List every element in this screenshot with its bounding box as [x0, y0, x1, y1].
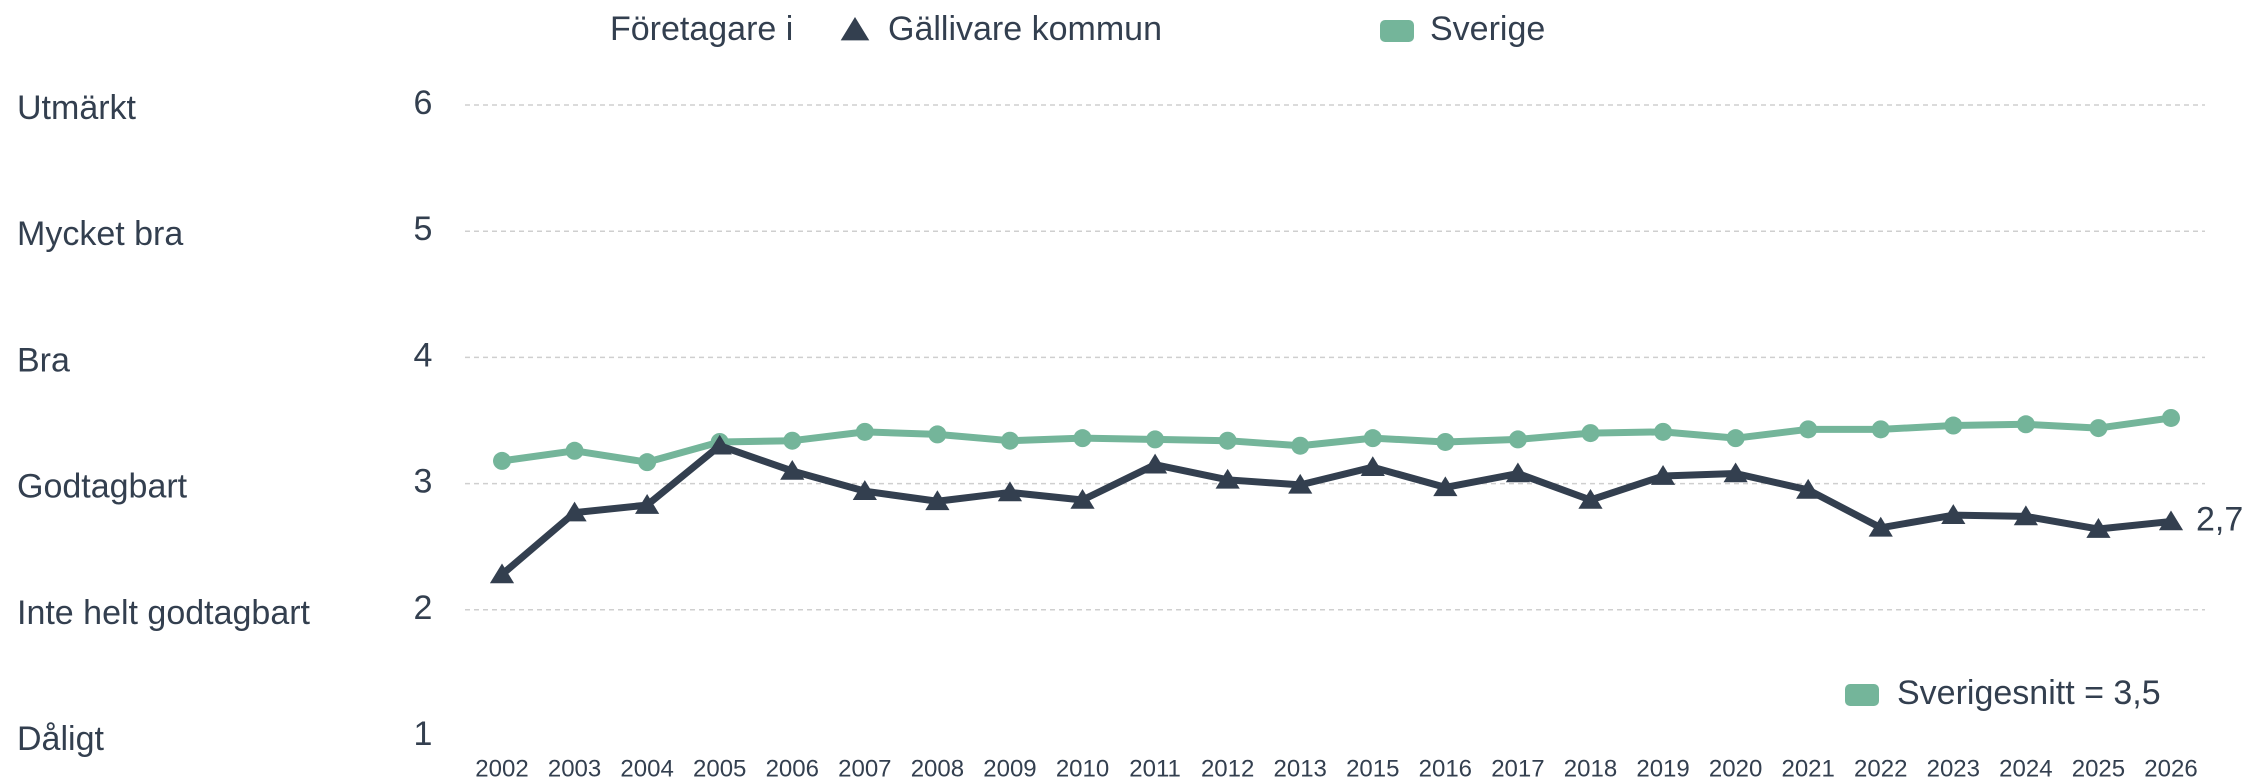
x-tick-label: 2008: [911, 755, 964, 781]
point-marker: [1581, 424, 1600, 443]
x-tick-label: 2021: [1781, 755, 1834, 781]
y-category-label: Mycket bra: [17, 215, 183, 253]
y-category-label: Inte helt godtagbart: [17, 594, 311, 632]
point-marker: [1505, 462, 1531, 483]
point-marker: [855, 422, 874, 441]
x-tick-label: 2009: [983, 755, 1036, 781]
point-marker: [780, 459, 805, 480]
point-marker: [1796, 478, 1821, 499]
data-label: 2,7: [2196, 500, 2243, 538]
x-tick-label: 2002: [475, 755, 528, 781]
point-marker: [1288, 473, 1313, 494]
y-category-label: Bra: [17, 341, 70, 379]
point-marker: [1146, 430, 1165, 449]
x-tick-label: 2003: [548, 755, 601, 781]
point-marker: [783, 431, 802, 450]
point-marker: [1508, 430, 1527, 449]
point-marker: [1578, 489, 1603, 509]
point-marker: [638, 453, 657, 472]
x-tick-label: 2016: [1419, 755, 1472, 781]
y-tick-label: 1: [414, 715, 433, 753]
point-marker: [2158, 510, 2184, 531]
point-marker: [1142, 453, 1168, 474]
point-marker: [1944, 416, 1963, 435]
point-marker: [1654, 422, 1673, 441]
point-marker: [2013, 505, 2038, 526]
point-marker: [562, 501, 587, 522]
point-marker: [2162, 408, 2180, 427]
annotation-symbol: [1845, 684, 1879, 706]
x-tick-label: 2010: [1056, 755, 1109, 781]
legend-prefix: Företagare i: [610, 10, 793, 48]
point-marker: [2086, 518, 2111, 538]
x-tick-label: 2013: [1274, 755, 1327, 781]
x-tick-label: 2004: [620, 755, 673, 781]
x-tick-label: 2005: [693, 755, 746, 781]
point-marker: [997, 481, 1023, 502]
point-marker: [1868, 516, 1893, 537]
x-tick-label: 2025: [2072, 755, 2125, 781]
x-tick-label: 2024: [1999, 755, 2052, 781]
point-marker: [1723, 462, 1748, 483]
point-marker: [2089, 419, 2108, 438]
x-tick-label: 2020: [1709, 755, 1762, 781]
x-tick-label: 2007: [838, 755, 891, 781]
point-marker: [635, 494, 660, 514]
point-marker: [1073, 429, 1092, 448]
y-category-label: Dåligt: [17, 720, 104, 758]
x-tick-label: 2012: [1201, 755, 1254, 781]
point-marker: [1871, 420, 1890, 439]
point-marker: [1433, 476, 1458, 497]
y-tick-label: 4: [414, 336, 433, 374]
point-marker: [1363, 429, 1382, 448]
point-marker: [1726, 429, 1745, 448]
series-line: [499, 442, 2172, 578]
series-line: [501, 414, 2172, 466]
point-marker: [2016, 415, 2035, 434]
x-tick-label: 2019: [1636, 755, 1689, 781]
point-marker: [1218, 431, 1237, 450]
y-category-label: Utmärkt: [17, 89, 137, 127]
point-marker: [852, 480, 877, 500]
point-marker: [1650, 465, 1676, 485]
point-marker: [1799, 420, 1818, 439]
point-marker: [489, 563, 515, 584]
legend-label: Gällivare kommun: [888, 10, 1162, 48]
x-tick-label: 2006: [766, 755, 819, 781]
x-tick-label: 2017: [1491, 755, 1544, 781]
point-marker: [1291, 436, 1310, 455]
point-marker: [1360, 456, 1385, 476]
point-marker: [1000, 431, 1019, 450]
point-marker: [925, 490, 950, 511]
x-tick-label: 2015: [1346, 755, 1399, 781]
legend-label: Sverige: [1430, 10, 1545, 48]
point-marker: [1215, 468, 1240, 489]
x-tick-label: 2023: [1927, 755, 1980, 781]
x-tick-label: 2018: [1564, 755, 1617, 781]
y-category-label: Godtagbart: [17, 468, 188, 506]
legend-symbol: [1380, 20, 1414, 42]
x-tick-label: 2011: [1129, 755, 1181, 781]
y-tick-label: 5: [414, 210, 433, 248]
point-marker: [1436, 432, 1455, 451]
point-marker: [707, 434, 732, 455]
point-marker: [928, 425, 947, 444]
x-tick-label: 2026: [2144, 755, 2197, 781]
annotation: Sverigesnitt = 3,5: [1897, 674, 2161, 712]
point-marker: [1941, 504, 1966, 524]
legend-symbol: [840, 17, 870, 41]
y-tick-label: 3: [414, 463, 433, 501]
y-tick-label: 6: [414, 84, 433, 122]
point-marker: [1070, 489, 1095, 509]
point-marker: [493, 451, 511, 470]
y-tick-label: 2: [414, 589, 433, 627]
x-tick-label: 2022: [1854, 755, 1907, 781]
point-marker: [565, 441, 584, 460]
